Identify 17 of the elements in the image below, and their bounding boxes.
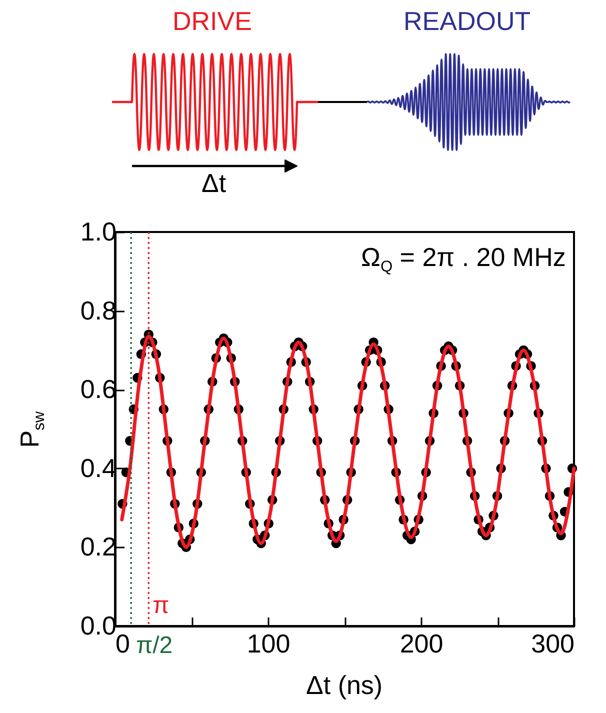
ref-line-label: π/2 [136,632,173,659]
x-tick-label: 0 [116,628,130,658]
x-tick-label: 200 [400,628,444,658]
y-tick-label: 0.8 [80,295,116,326]
y-tick-label: 0.4 [80,452,116,483]
x-tick-label: 100 [246,628,290,658]
y-tick-label: 0.2 [80,532,116,562]
y-tick-label: 0.6 [80,374,116,404]
text: READOUT [404,6,531,36]
ref-line-label: π [152,592,170,619]
annotation: Ω$_{Q}$ = 2π . 20 MHz [361,242,566,276]
x-tick-label: 300 [531,628,574,658]
y-tick-label: 0.0 [80,610,116,640]
text: Δt [202,168,226,198]
y-tick-label: 1.0 [80,216,116,246]
text: DRIVE [172,6,252,36]
x-axis-title: Δt (ns) [306,670,383,700]
